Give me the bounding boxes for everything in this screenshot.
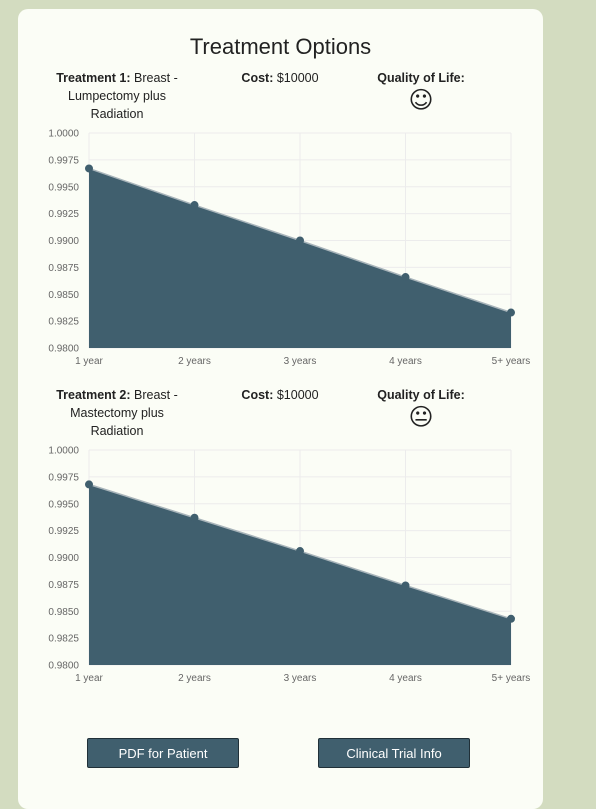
x-tick-label: 1 year <box>75 673 103 684</box>
x-tick-label: 2 years <box>178 673 211 684</box>
data-point <box>86 165 93 172</box>
x-tick-label: 2 years <box>178 356 211 367</box>
y-tick-label: 0.9925 <box>48 526 79 537</box>
smiling-face-icon: ☺ <box>363 87 479 113</box>
y-tick-label: 0.9850 <box>48 607 79 618</box>
treatment-2-cost: Cost: $10000 <box>223 386 337 404</box>
y-tick-label: 0.9825 <box>48 317 79 328</box>
pdf-for-patient-button[interactable]: PDF for Patient <box>87 738 239 768</box>
treatment-1-qol-label: Quality of Life: <box>377 71 465 85</box>
treatment-2-label: Treatment 2: <box>56 388 130 402</box>
clinical-trial-info-button[interactable]: Clinical Trial Info <box>318 738 470 768</box>
treatment-2-qol-label: Quality of Life: <box>377 388 465 402</box>
y-tick-label: 0.9900 <box>48 236 79 247</box>
y-tick-label: 0.9800 <box>48 344 79 355</box>
data-point <box>191 202 198 209</box>
data-point <box>508 615 515 622</box>
y-tick-label: 0.9850 <box>48 290 79 301</box>
treatment-1-cost-label: Cost: <box>241 71 273 85</box>
y-tick-label: 0.9875 <box>48 263 79 274</box>
y-tick-label: 1.0000 <box>48 446 79 457</box>
y-tick-label: 0.9875 <box>48 580 79 591</box>
treatment-1-survival-chart: 1.0000 0.9975 0.9950 0.9925 0.9900 0.9875 0.98… <box>18 124 543 374</box>
treatment-card: Treatment Options Treatment 1: Breast - … <box>18 9 543 809</box>
treatment-1-name: Treatment 1: Breast - Lumpectomy plus Ra… <box>48 69 186 123</box>
treatment-2-cost-value: $10000 <box>277 388 319 402</box>
x-tick-label: 1 year <box>75 356 103 367</box>
treatment-2-survival-chart: 1.0000 0.9975 0.9950 0.9925 0.9900 0.9875 0.98… <box>18 441 543 691</box>
y-tick-label: 0.9825 <box>48 634 79 645</box>
y-tick-label: 1.0000 <box>48 129 79 140</box>
data-point <box>297 548 304 555</box>
treatment-1-label: Treatment 1: <box>56 71 130 85</box>
y-tick-label: 0.9800 <box>48 661 79 672</box>
treatment-2-cost-label: Cost: <box>241 388 273 402</box>
data-point <box>191 514 198 521</box>
treatment-1-cost-value: $10000 <box>277 71 319 85</box>
data-point <box>508 309 515 316</box>
neutral-face-icon: 😐 <box>363 404 479 430</box>
x-tick-label: 5+ years <box>492 356 531 367</box>
y-tick-label: 0.9975 <box>48 155 79 166</box>
page-title: Treatment Options <box>18 34 543 60</box>
x-tick-label: 3 years <box>284 356 317 367</box>
data-point <box>297 237 304 244</box>
y-tick-label: 0.9900 <box>48 553 79 564</box>
x-tick-label: 4 years <box>389 356 422 367</box>
data-point <box>402 582 409 589</box>
y-tick-label: 0.9950 <box>48 499 79 510</box>
x-tick-label: 3 years <box>284 673 317 684</box>
x-tick-label: 4 years <box>389 673 422 684</box>
data-point <box>402 274 409 281</box>
treatment-1-cost: Cost: $10000 <box>223 69 337 87</box>
x-tick-label: 5+ years <box>492 673 531 684</box>
treatment-2-quality-of-life: Quality of Life: 😐 <box>363 386 479 430</box>
y-tick-label: 0.9975 <box>48 472 79 483</box>
treatment-2-name: Treatment 2: Breast - Mastectomy plus Ra… <box>48 386 186 440</box>
data-point <box>86 481 93 488</box>
y-tick-label: 0.9925 <box>48 209 79 220</box>
y-tick-label: 0.9950 <box>48 182 79 193</box>
treatment-1-quality-of-life: Quality of Life: ☺ <box>363 69 479 113</box>
